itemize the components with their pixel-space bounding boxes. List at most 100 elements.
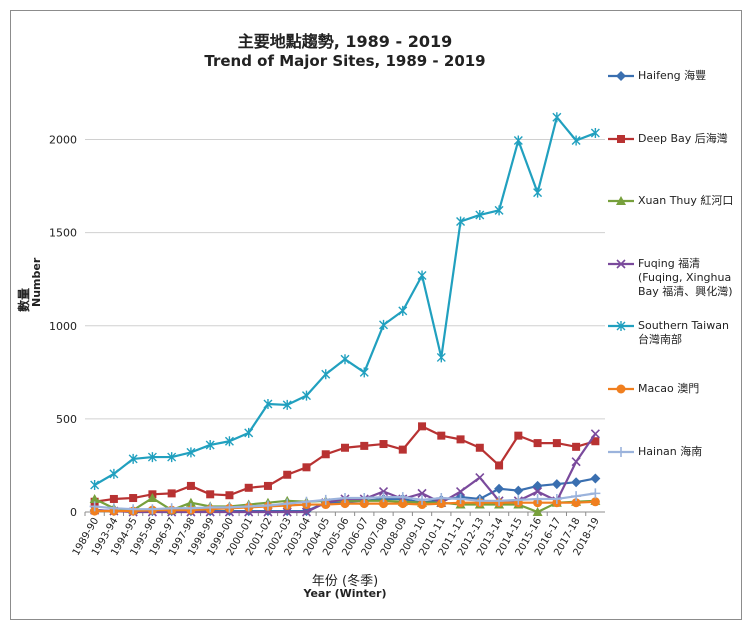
legend-symbol xyxy=(616,447,626,457)
data-point-series-5 xyxy=(398,499,408,509)
data-point-series-2 xyxy=(532,507,543,516)
data-point-series-0 xyxy=(494,483,505,494)
data-point-series-3 xyxy=(378,486,389,497)
legend-label: Haifeng 海豐 xyxy=(638,69,707,82)
data-point-series-3 xyxy=(301,507,312,517)
data-point-series-4 xyxy=(205,439,215,450)
data-point-series-6 xyxy=(262,500,273,511)
data-point-series-2 xyxy=(147,493,158,503)
y-tick-label: 1000 xyxy=(49,320,77,333)
y-tick-label: 1500 xyxy=(49,227,77,240)
data-point-series-1 xyxy=(283,470,292,479)
data-point-series-1 xyxy=(552,439,561,448)
data-point-series-4 xyxy=(128,453,138,464)
data-point-series-6 xyxy=(108,503,119,514)
x-axis-label-en: Year (Winter) xyxy=(303,587,387,600)
data-point-series-6 xyxy=(532,493,543,504)
data-point-series-1 xyxy=(398,445,407,454)
data-point-series-6 xyxy=(417,494,428,505)
legend-symbol xyxy=(616,196,626,205)
legend-symbol xyxy=(616,321,626,331)
data-point-series-4 xyxy=(513,135,523,146)
data-point-series-1 xyxy=(456,435,465,444)
data-point-series-3 xyxy=(475,472,485,483)
data-point-series-1 xyxy=(475,443,484,452)
data-point-series-6 xyxy=(128,504,139,515)
data-point-series-1 xyxy=(167,489,176,498)
data-point-series-6 xyxy=(301,496,312,507)
x-axis-label-zh: 年份 (冬季) xyxy=(311,574,379,589)
data-point-series-6 xyxy=(571,491,582,502)
data-point-series-1 xyxy=(379,440,388,449)
data-point-series-6 xyxy=(436,493,447,504)
data-point-series-4 xyxy=(417,270,427,281)
data-point-series-4 xyxy=(571,135,581,146)
legend-label: Deep Bay 后海灣 xyxy=(638,132,728,145)
data-point-series-4 xyxy=(475,209,485,220)
data-point-series-0 xyxy=(551,479,562,490)
data-point-series-4 xyxy=(552,112,562,123)
data-point-series-4 xyxy=(533,187,543,198)
series-line-4 xyxy=(94,116,596,486)
y-axis-label-en: Number xyxy=(30,257,43,307)
y-tick-label: 2000 xyxy=(49,134,77,147)
data-point-series-4 xyxy=(301,390,311,401)
data-point-series-6 xyxy=(282,498,293,509)
chart-frame xyxy=(10,10,742,620)
data-point-series-2 xyxy=(185,497,196,507)
data-point-series-5 xyxy=(359,499,369,509)
data-point-series-4 xyxy=(494,205,504,216)
data-point-series-4 xyxy=(282,399,292,410)
data-point-series-0 xyxy=(571,477,582,488)
data-point-series-3 xyxy=(590,429,600,439)
data-point-series-6 xyxy=(224,502,235,513)
data-point-series-1 xyxy=(109,494,118,503)
legend-marker xyxy=(608,447,634,457)
data-point-series-0 xyxy=(513,485,524,496)
data-point-series-6 xyxy=(590,488,601,499)
legend-symbol xyxy=(617,135,625,143)
data-point-series-6 xyxy=(243,501,254,512)
data-point-series-6 xyxy=(205,502,216,513)
data-point-series-3 xyxy=(417,488,427,498)
chart-title-zh: 主要地點趨勢, 1989 - 2019 xyxy=(237,32,453,51)
data-point-series-6 xyxy=(166,503,177,514)
data-point-series-6 xyxy=(378,492,389,503)
data-point-series-6 xyxy=(320,494,331,505)
data-point-series-1 xyxy=(206,490,215,499)
data-point-series-4 xyxy=(340,354,350,365)
data-point-series-6 xyxy=(474,495,485,506)
legend-symbol xyxy=(616,384,626,394)
data-point-series-4 xyxy=(456,216,466,227)
y-axis-label: 數量 Number xyxy=(15,257,45,340)
data-point-series-6 xyxy=(89,501,100,512)
data-point-series-4 xyxy=(379,319,389,330)
legend-label: Fuqing 福清 (Fuqing, Xinghua Bay 福清、興化灣) xyxy=(638,257,733,298)
data-point-series-4 xyxy=(90,479,100,490)
legend-marker xyxy=(608,196,634,205)
data-point-series-6 xyxy=(513,494,524,505)
data-point-series-1 xyxy=(321,450,330,459)
data-point-series-1 xyxy=(533,439,542,448)
data-point-series-5 xyxy=(340,499,350,509)
data-point-series-1 xyxy=(244,483,253,492)
data-point-series-4 xyxy=(186,447,196,458)
data-point-series-6 xyxy=(455,493,466,504)
data-point-series-3 xyxy=(533,486,543,497)
data-point-series-4 xyxy=(398,305,408,316)
data-point-series-1 xyxy=(263,481,272,490)
data-point-series-0 xyxy=(532,480,543,491)
data-point-series-1 xyxy=(341,443,349,452)
legend-label: Xuan Thuy 紅河口 xyxy=(638,194,734,207)
data-point-series-3 xyxy=(571,457,581,467)
data-point-series-5 xyxy=(590,497,600,507)
data-point-series-5 xyxy=(571,498,581,508)
data-point-series-4 xyxy=(590,128,600,139)
data-point-series-4 xyxy=(147,452,157,463)
data-point-series-4 xyxy=(359,367,369,378)
data-point-series-1 xyxy=(302,463,311,472)
data-point-series-3 xyxy=(282,507,292,517)
data-point-series-3 xyxy=(455,486,466,497)
data-point-series-1 xyxy=(360,441,369,450)
